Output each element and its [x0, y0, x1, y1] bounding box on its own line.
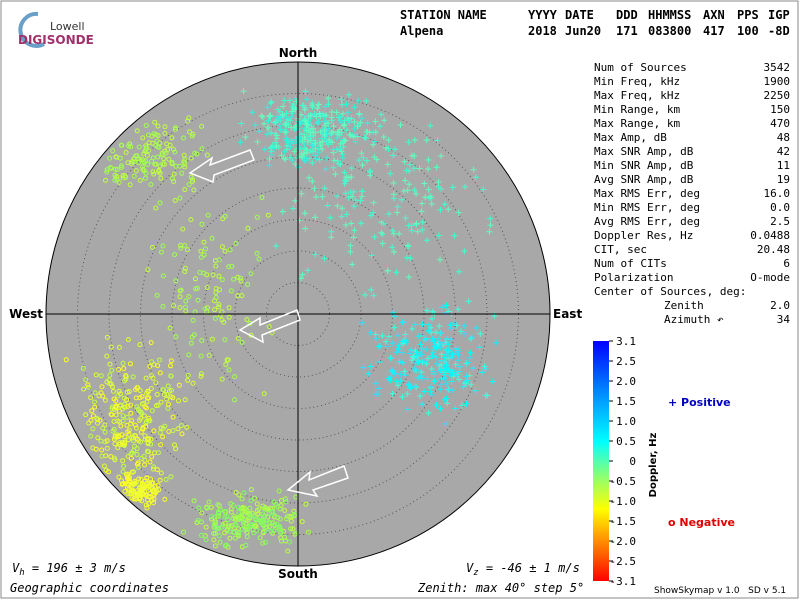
coords: Geographic coordinates — [10, 581, 169, 595]
stat-label: Min RMS Err, deg — [594, 201, 700, 214]
header-label: PPS — [737, 8, 759, 22]
stat-label: Min Freq, kHz — [594, 75, 680, 88]
colorbar-tick-label: -1.0 — [610, 495, 637, 508]
source-points — [240, 88, 494, 282]
source-points — [81, 334, 204, 495]
vz: Vz = -46 ± 1 m/s — [466, 561, 580, 578]
header-value: 2018 — [528, 24, 557, 38]
stat-value: 11 — [777, 159, 790, 172]
colorbar-tick-label: 1.0 — [616, 415, 636, 428]
colorbar-tick-label: -1.5 — [610, 515, 637, 528]
stat-value: 470 — [770, 117, 790, 130]
stat-label: Polarization — [594, 271, 673, 284]
stat-value: O-mode — [750, 271, 790, 284]
colorbar-tick-label: 0.5 — [616, 435, 636, 448]
stat-value: 150 — [770, 103, 790, 116]
stat-label: Avg RMS Err, deg — [594, 215, 700, 228]
stat-label: Max Freq, kHz — [594, 89, 680, 102]
center-value: 34 — [777, 313, 791, 326]
center-label: Zenith — [664, 299, 704, 312]
header-label: DATE — [565, 8, 594, 22]
stat-value: 0.0 — [770, 201, 790, 214]
header-value: Alpena — [400, 24, 443, 38]
direction-label: North — [279, 46, 317, 60]
logo-swoosh — [18, 11, 45, 48]
velocity-arrow — [238, 308, 301, 344]
center-title: Center of Sources, deg: — [594, 285, 746, 298]
header-value: 417 — [703, 24, 725, 38]
version: ShowSkymap v 1.0 SD v 5.1 — [654, 586, 786, 596]
stat-value: 48 — [777, 131, 790, 144]
direction-label: East — [553, 307, 582, 321]
stat-value: 0.0488 — [750, 229, 790, 242]
stat-label: Num of CITs — [594, 257, 667, 270]
center-value: 2.0 — [770, 299, 790, 312]
stat-label: Max RMS Err, deg — [594, 187, 700, 200]
header-value: 100 — [737, 24, 759, 38]
colorbar-tick-label: 1.5 — [616, 395, 636, 408]
stat-label: Doppler Res, Hz — [594, 229, 693, 242]
direction-label: West — [9, 307, 43, 321]
stat-label: Max Amp, dB — [594, 131, 667, 144]
colorbar-tick-label: -3.1 — [610, 575, 637, 588]
sources — [63, 88, 500, 554]
colorbar-tick-label: -2.5 — [610, 555, 637, 568]
stat-label: Max SNR Amp, dB — [594, 145, 694, 158]
header-label: AXN — [703, 8, 725, 22]
center-label: Azimuth ↶ — [664, 313, 724, 326]
colorbar-label: Doppler, Hz — [648, 433, 659, 498]
header-label: YYYY — [528, 8, 558, 22]
zenith-note: Zenith: max 40° step 5° — [417, 581, 584, 595]
header-label: STATION NAME — [400, 8, 487, 22]
stat-value: 16.0 — [764, 187, 791, 200]
stat-label: CIT, sec — [594, 243, 647, 256]
legend-positive: + Positive — [668, 396, 731, 409]
header-value: -8D — [768, 24, 790, 38]
colorbar-tick-label: -0.5 — [610, 475, 637, 488]
header-value: Jun20 — [565, 24, 601, 38]
velocity-arrow — [286, 465, 349, 498]
source-points — [366, 302, 496, 412]
header-label: DDD — [616, 8, 638, 22]
header-value: 083800 — [648, 24, 691, 38]
colorbar-tick-label: 2.0 — [616, 375, 636, 388]
colorbar-tick-label: 3.1 — [616, 335, 636, 348]
stat-value: 1900 — [764, 75, 791, 88]
source-points — [104, 123, 312, 546]
stat-label: Min SNR Amp, dB — [594, 159, 694, 172]
colorbar-tick-label: 2.5 — [616, 355, 636, 368]
colorbar-tick-label: -2.0 — [610, 535, 637, 548]
header-label: HHMMSS — [648, 8, 691, 22]
overlay — [46, 62, 550, 566]
stat-value: 2250 — [764, 89, 791, 102]
colorbar-tick-label: 0 — [629, 455, 636, 468]
logo-product: DIGISONDE — [18, 33, 94, 47]
logo-brand: Lowell — [50, 20, 85, 33]
stat-label: Min Range, km — [594, 103, 680, 116]
stat-label: Avg SNR Amp, dB — [594, 173, 694, 186]
stat-value: 42 — [777, 145, 790, 158]
stat-value: 3542 — [764, 61, 791, 74]
source-points — [195, 490, 300, 549]
direction-label: South — [278, 567, 318, 581]
vh: Vh = 196 ± 3 m/s — [12, 561, 126, 578]
stat-label: Num of Sources — [594, 61, 687, 74]
header-value: 171 — [616, 24, 638, 38]
stat-value: 6 — [783, 257, 790, 270]
source-points — [116, 472, 162, 508]
colorbar — [593, 341, 609, 581]
legend-negative: o Negative — [668, 516, 735, 529]
stat-label: Max Range, km — [594, 117, 680, 130]
stat-value: 20.48 — [757, 243, 790, 256]
velocity-arrow — [188, 149, 255, 184]
stat-value: 19 — [777, 173, 790, 186]
stat-value: 2.5 — [770, 215, 790, 228]
header-label: IGP — [768, 8, 790, 22]
